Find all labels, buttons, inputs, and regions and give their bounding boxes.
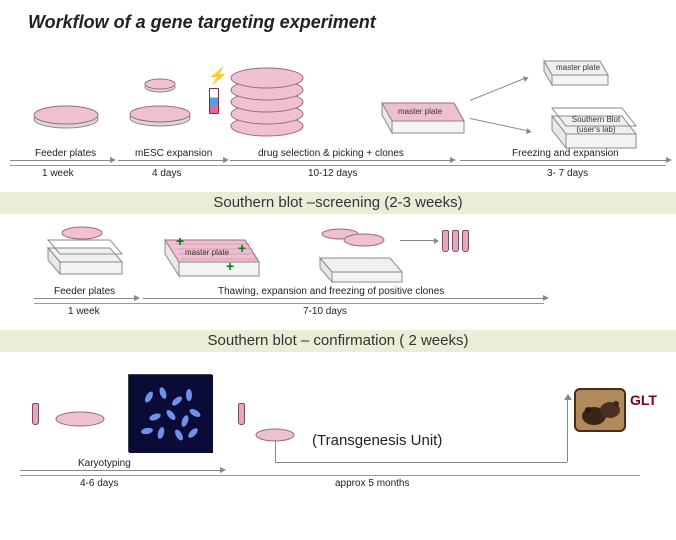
row1-arrow-4	[460, 160, 666, 161]
row2-label-1: Feeder plates	[54, 286, 115, 297]
row2-dishes-icon	[318, 222, 388, 250]
row2-label-2: Thawing, expansion and freezing of posit…	[218, 286, 444, 297]
row3-label-karyo: Karyotyping	[78, 458, 131, 469]
row1-arrow-2	[118, 160, 223, 161]
master-plate-center-icon	[370, 95, 466, 146]
electroporation-bolt-icon: ⚡	[208, 66, 228, 86]
master-plate-label-center: master plate	[398, 107, 442, 116]
transgenesis-label: (Transgenesis Unit)	[312, 432, 442, 449]
arrow-to-sb-icon	[470, 118, 527, 131]
karyotype-image-icon	[128, 374, 212, 452]
bracket-left-icon	[275, 440, 276, 462]
bracket-right-icon	[567, 398, 568, 462]
cryo-tube-icon-1	[442, 230, 449, 252]
row1-label-3: drug selection & picking + clones	[258, 148, 404, 159]
mesc-dish-large-icon	[128, 100, 192, 128]
row2-master-plate-label: master plate	[185, 248, 229, 257]
feeder-dish-icon	[32, 100, 100, 130]
row2-feeder-dish-icon	[60, 222, 104, 240]
row2-arrow-to-tubes-icon	[400, 240, 434, 241]
bracket-bottom-icon	[275, 462, 567, 463]
master-plate-label-top: master plate	[556, 63, 600, 72]
glt-label: GLT	[630, 392, 657, 408]
southern-blot-label: Southern Blot(user's lab)	[565, 115, 627, 134]
plus-icon-1: +	[176, 233, 184, 249]
page-title: Workflow of a gene targeting experiment	[28, 12, 376, 33]
row3-tube-left-icon	[32, 403, 39, 425]
plus-icon-2: +	[238, 240, 246, 256]
row1-label-1: Feeder plates	[35, 148, 96, 159]
row1-label-4: Freezing and expansion	[512, 148, 619, 159]
row1-label-2: mESC expansion	[135, 148, 212, 159]
row3-dur-trans: approx 5 months	[335, 478, 410, 489]
master-plate-top-icon	[534, 55, 610, 94]
plus-icon-3: +	[226, 258, 234, 274]
row2-dur-1: 1 week	[68, 306, 100, 317]
arrow-to-master-top-icon	[470, 78, 524, 101]
row1-dur-1: 1 week	[42, 168, 74, 179]
row2-master-plate-icon	[155, 232, 263, 287]
row2-dur-2: 7-10 days	[303, 306, 347, 317]
row2-arrow-2	[143, 298, 543, 299]
row1-dur-4: 3- 7 days	[547, 168, 588, 179]
mouse-image-icon	[574, 388, 626, 432]
row3-arrow-1	[20, 470, 220, 471]
row3-dur-karyo: 4-6 days	[80, 478, 118, 489]
dish-stack-icon	[228, 60, 306, 140]
row1-arrow-3	[230, 160, 450, 161]
row1-dur-3: 10-12 days	[308, 168, 357, 179]
row1-arrow-1	[10, 160, 110, 161]
mesc-dish-small-icon	[143, 77, 177, 93]
vial-icon	[209, 88, 219, 114]
cryo-tube-icon-2	[452, 230, 459, 252]
row3-dish-icon	[54, 406, 106, 428]
row3-tube-right-icon	[238, 403, 245, 425]
row1-rule	[10, 165, 666, 166]
row3-rule	[20, 475, 640, 476]
bracket-arrowhead-icon	[564, 394, 572, 400]
row2-rule	[34, 303, 544, 304]
cryo-tube-icon-3	[462, 230, 469, 252]
band-screening: Southern blot –screening (2-3 weeks)	[0, 192, 676, 214]
row1-dur-2: 4 days	[152, 168, 181, 179]
band-confirmation: Southern blot – confirmation ( 2 weeks)	[0, 330, 676, 352]
row2-arrow-1	[34, 298, 134, 299]
